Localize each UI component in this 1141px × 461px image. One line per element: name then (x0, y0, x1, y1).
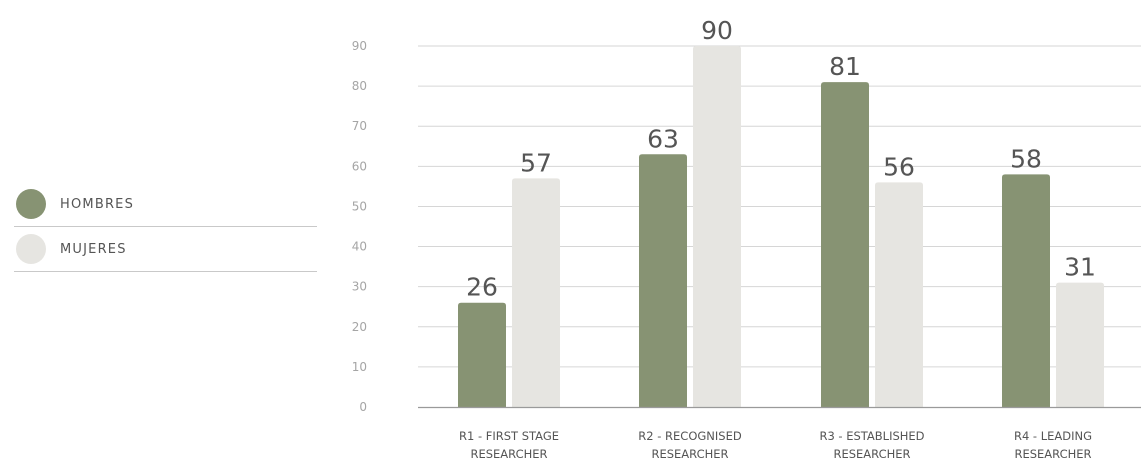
x-tick-label: RESEARCHER (651, 447, 728, 461)
data-label: 31 (1064, 253, 1096, 282)
bar-hombres (639, 154, 687, 407)
data-label: 81 (829, 52, 861, 81)
y-tick-label: 30 (352, 280, 367, 294)
bar-mujeres (1056, 282, 1104, 407)
x-tick-label: R3 - ESTABLISHED (819, 429, 924, 443)
data-label: 63 (647, 124, 679, 153)
bar-mujeres (512, 178, 560, 407)
legend-item-mujeres: MUJERES (14, 227, 317, 272)
bar-mujeres (875, 182, 923, 407)
x-tick-label: R2 - RECOGNISED (638, 429, 742, 443)
data-label: 57 (520, 148, 552, 177)
data-label: 58 (1010, 144, 1042, 173)
y-tick-label: 80 (352, 79, 367, 93)
bar-mujeres (693, 46, 741, 407)
data-label: 26 (466, 273, 498, 302)
legend-label-hombres: HOMBRES (60, 196, 135, 212)
y-tick-label: 90 (352, 39, 367, 53)
y-tick-label: 40 (352, 240, 367, 254)
legend-swatch-hombres (16, 189, 46, 219)
data-label: 56 (883, 152, 915, 181)
x-tick-label: RESEARCHER (470, 447, 547, 461)
bar-hombres (821, 82, 869, 407)
y-tick-label: 20 (352, 320, 367, 334)
bar-hombres (1002, 174, 1050, 407)
legend-item-hombres: HOMBRES (14, 182, 317, 227)
x-tick-label: R1 - FIRST STAGE (459, 429, 559, 443)
legend-swatch-mujeres (16, 234, 46, 264)
y-tick-label: 0 (359, 400, 367, 414)
x-tick-label: R4 - LEADING (1014, 429, 1092, 443)
y-tick-label: 50 (352, 199, 367, 213)
x-tick-label: RESEARCHER (833, 447, 910, 461)
legend-label-mujeres: MUJERES (60, 241, 127, 257)
y-tick-label: 60 (352, 159, 367, 173)
y-tick-label: 10 (352, 360, 367, 374)
bar-hombres (458, 302, 506, 407)
legend: HOMBRES MUJERES (14, 182, 317, 272)
y-tick-label: 70 (352, 119, 367, 133)
data-label: 90 (701, 16, 733, 45)
x-tick-label: RESEARCHER (1014, 447, 1091, 461)
